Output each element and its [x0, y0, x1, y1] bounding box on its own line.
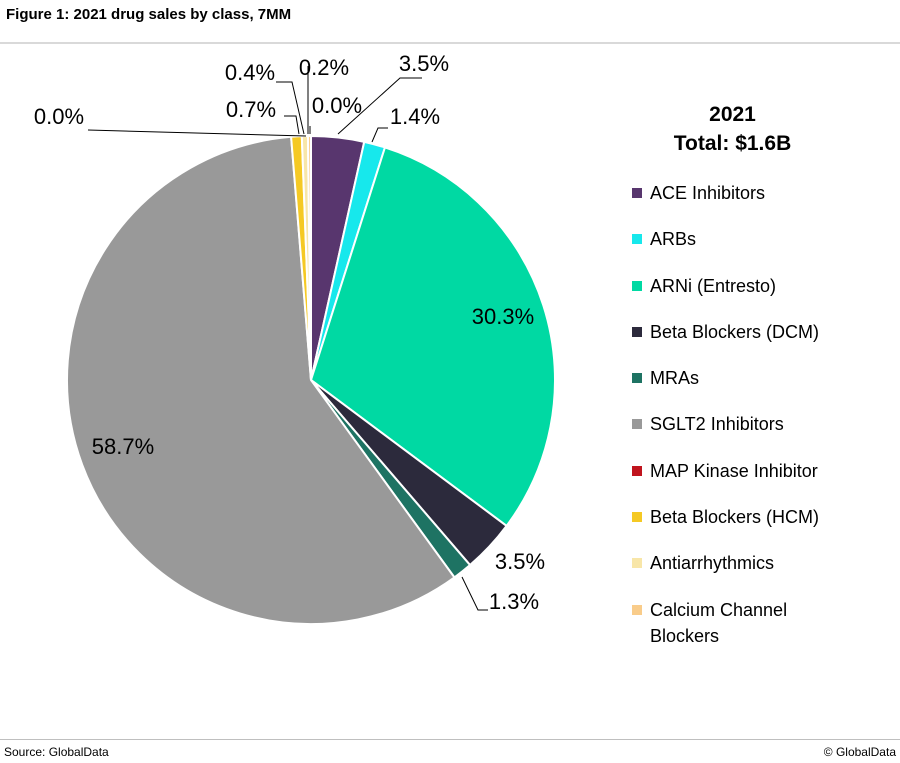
- legend-item: SGLT2 Inhibitors: [632, 411, 892, 457]
- data-label: 3.5%: [495, 549, 545, 574]
- legend-label: MRAs: [650, 368, 699, 389]
- figure-title: Figure 1: 2021 drug sales by class, 7MM: [6, 6, 292, 23]
- legend-label: Beta Blockers (DCM): [650, 321, 820, 342]
- leader-line: [461, 576, 488, 611]
- leader-line: [284, 115, 300, 135]
- legend-item: Calcium Channel Blockers: [632, 597, 892, 646]
- data-label: 0.2%: [299, 55, 349, 80]
- legend-swatch: [632, 512, 642, 523]
- legend-label: ARNi (Entresto): [650, 275, 777, 296]
- legend-swatch: [632, 465, 642, 476]
- leader-line: [87, 129, 307, 137]
- bottom-divider: [0, 739, 900, 740]
- legend-item: Beta Blockers (HCM): [632, 504, 892, 550]
- legend: ACE Inhibitors ARBs ARNi (Entresto) Beta Bl…: [632, 180, 892, 646]
- legend-swatch: [632, 558, 642, 569]
- legend-item: ACE Inhibitors: [632, 180, 892, 226]
- data-label: 0.0%: [312, 93, 362, 118]
- legend-swatch: [632, 419, 642, 430]
- legend-swatch: [632, 234, 642, 245]
- data-label: 0.4%: [225, 60, 275, 85]
- pie-slice: [306, 134, 312, 381]
- legend-item: ARNi (Entresto): [632, 273, 892, 319]
- legend-swatch: [632, 604, 642, 615]
- data-label: 30.3%: [472, 304, 534, 329]
- legend-label: Calcium Channel Blockers: [650, 599, 788, 646]
- pie-slice: [66, 135, 456, 625]
- data-label: 1.4%: [390, 104, 440, 129]
- legend-label: SGLT2 Inhibitors: [650, 414, 784, 435]
- leader-line: [371, 127, 388, 143]
- legend-item: ARBs: [632, 226, 892, 272]
- leader-line: [276, 81, 305, 135]
- legend-title: 2021 Total: $1.6B: [620, 100, 845, 158]
- leader-line: [337, 77, 422, 135]
- legend-item: MRAs: [632, 365, 892, 411]
- data-label: 0.0%: [34, 104, 84, 129]
- legend-label: MAP Kinase Inhibitor: [650, 460, 818, 481]
- legend-label: ARBs: [650, 229, 697, 250]
- legend-swatch: [632, 188, 642, 198]
- legend-item: Antiarrhythmics: [632, 550, 892, 596]
- data-label: 58.7%: [92, 434, 154, 459]
- legend-item: MAP Kinase Inhibitor: [632, 458, 892, 504]
- legend-label: Antiarrhythmics: [650, 553, 775, 574]
- data-label: 3.5%: [399, 51, 449, 76]
- data-label: 0.7%: [226, 97, 276, 122]
- legend-swatch: [632, 280, 642, 291]
- legend-item: Beta Blockers (DCM): [632, 319, 892, 365]
- data-label: 1.3%: [489, 589, 539, 614]
- source-note: Source: GlobalData: [4, 745, 109, 759]
- chart-year: 2021: [709, 103, 756, 126]
- copyright-note: © GlobalData: [823, 745, 896, 759]
- legend-swatch: [632, 326, 642, 337]
- top-divider: [0, 42, 900, 44]
- pie-slice: [309, 146, 556, 528]
- legend-label: ACE Inhibitors: [650, 183, 766, 203]
- chart-total: Total: $1.6B: [673, 132, 792, 155]
- legend-swatch: [632, 373, 642, 384]
- legend-label: Beta Blockers (HCM): [650, 507, 820, 528]
- pie-chart: 3.5% 1.4% 30.3% 3.5% 1.3% 58.7% 0.0% 0.7% 0.4% 0.…: [34, 51, 556, 625]
